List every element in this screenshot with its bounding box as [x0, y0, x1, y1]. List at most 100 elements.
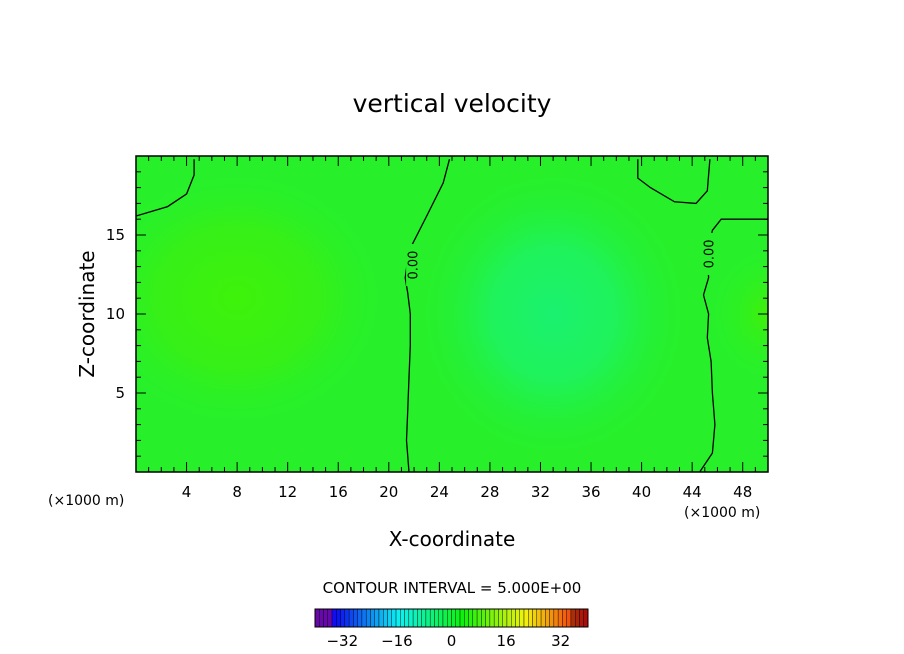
colorbar-cell [327, 608, 333, 628]
x-tick-label: 32 [531, 483, 550, 501]
colorbar-cell [331, 608, 337, 628]
contour-label: 0.00 [407, 251, 422, 280]
colorbar-cell [515, 608, 520, 628]
colorbar-cell [408, 608, 414, 628]
contour-label-bg-1 [701, 232, 718, 275]
y-tick-label: 15 [106, 226, 125, 244]
x-axis-ticks: 4 8 12 16 20 24 28 32 36 40 44 48 [148, 156, 756, 501]
x-tick-label: 28 [480, 483, 499, 501]
colorbar-cell [314, 608, 320, 628]
y-tick-label: 10 [106, 305, 125, 323]
colorbar-cell [481, 608, 486, 628]
zero-contours [136, 159, 768, 472]
colorbar-cell [387, 608, 392, 628]
colorbar-cell [493, 608, 499, 628]
colorbar-tick-label: −32 [326, 632, 358, 650]
contour-label-bg-0 [406, 244, 423, 287]
x-tick-label: 12 [278, 483, 297, 501]
zero-contour-line-2 [637, 159, 711, 205]
colorbar-cell [361, 608, 367, 628]
colorbar-cell [549, 608, 555, 628]
y-axis-label: Z-coordinate [75, 250, 99, 377]
colorbar-cell [353, 608, 358, 628]
x-axis-label: X-coordinate [389, 527, 516, 551]
colorbar-cell [553, 608, 559, 628]
zero-contour-line-0 [136, 159, 195, 217]
colorbar-cell [370, 608, 375, 628]
colorbar-cell [404, 608, 410, 628]
contour-label: 0.00 [702, 239, 717, 268]
colorbar-cell [447, 608, 452, 628]
colorbar-cell [348, 608, 354, 628]
field-shading [136, 164, 768, 464]
field-max-region-0 [136, 168, 388, 429]
colorbar-cell [323, 608, 328, 628]
colorbar-cell [536, 608, 542, 628]
colorbar-cell [451, 608, 456, 628]
colorbar-cell [562, 608, 567, 628]
x-tick-label: 36 [581, 483, 600, 501]
colorbar-cell [557, 608, 563, 628]
colorbar [314, 608, 589, 628]
colorbar-cell [545, 608, 550, 628]
field-min-region-1 [413, 164, 694, 464]
colorbar-cell [378, 608, 384, 628]
colorbar-cell [417, 608, 422, 628]
colorbar-cell [540, 608, 546, 628]
colorbar-cell [442, 608, 448, 628]
colorbar-cell [425, 608, 431, 628]
colorbar-tick-label: 32 [551, 632, 570, 650]
colorbar-cell [528, 608, 533, 628]
colorbar-tick-label: 0 [447, 632, 457, 650]
colorbar-cell [489, 608, 495, 628]
colorbar-cell [506, 608, 512, 628]
y-tick-label: 5 [115, 384, 125, 402]
colorbar-cell [438, 608, 444, 628]
colorbar-frame [314, 608, 589, 628]
zero-contour-line-1 [404, 159, 451, 472]
colorbar-cell [498, 608, 503, 628]
x-tick-label: 4 [182, 483, 192, 501]
colorbar-cell [421, 608, 427, 628]
y-axis-ticks: 5 10 15 [106, 171, 768, 457]
colorbar-cell [434, 608, 439, 628]
x-tick-label: 40 [632, 483, 651, 501]
colorbar-cell [468, 608, 474, 628]
colorbar-cell [459, 608, 465, 628]
contour-interval-text: CONTOUR INTERVAL = 5.000E+00 [323, 579, 582, 597]
colorbar-cell [429, 608, 435, 628]
colorbar-cell [575, 608, 580, 628]
colorbar-cell [319, 608, 324, 628]
x-unit-label-right: (×1000 m) [684, 505, 760, 521]
x-tick-label: 16 [329, 483, 348, 501]
x-tick-label: 24 [430, 483, 449, 501]
zero-contour-line-3 [699, 218, 768, 472]
colorbar-cell [340, 608, 346, 628]
colorbar-cell [570, 608, 576, 628]
plot-area [136, 156, 768, 472]
colorbar-cell [523, 608, 529, 628]
x-tick-label: 48 [733, 483, 752, 501]
colorbar-cell [412, 608, 418, 628]
colorbar-cell [583, 608, 589, 628]
x-tick-label: 20 [379, 483, 398, 501]
colorbar-cell [344, 608, 350, 628]
chart-title: vertical velocity [353, 89, 552, 118]
x-tick-label: 44 [683, 483, 702, 501]
colorbar-cell [357, 608, 363, 628]
colorbar-tick-labels: −32 −16 0 16 32 [326, 632, 570, 650]
colorbar-cell [519, 608, 525, 628]
colorbar-cell [391, 608, 397, 628]
colorbar-cell [383, 608, 388, 628]
colorbar-cell [400, 608, 405, 628]
colorbar-cell [464, 608, 469, 628]
colorbar-cell [476, 608, 482, 628]
colorbar-cell [472, 608, 478, 628]
colorbar-tick-label: 16 [497, 632, 516, 650]
colorbar-cell [579, 608, 584, 628]
contour-labels: 0.00 0.00 [406, 232, 718, 287]
colorbar-cell [374, 608, 380, 628]
colorbar-cell [485, 608, 491, 628]
colorbar-cell [566, 608, 572, 628]
